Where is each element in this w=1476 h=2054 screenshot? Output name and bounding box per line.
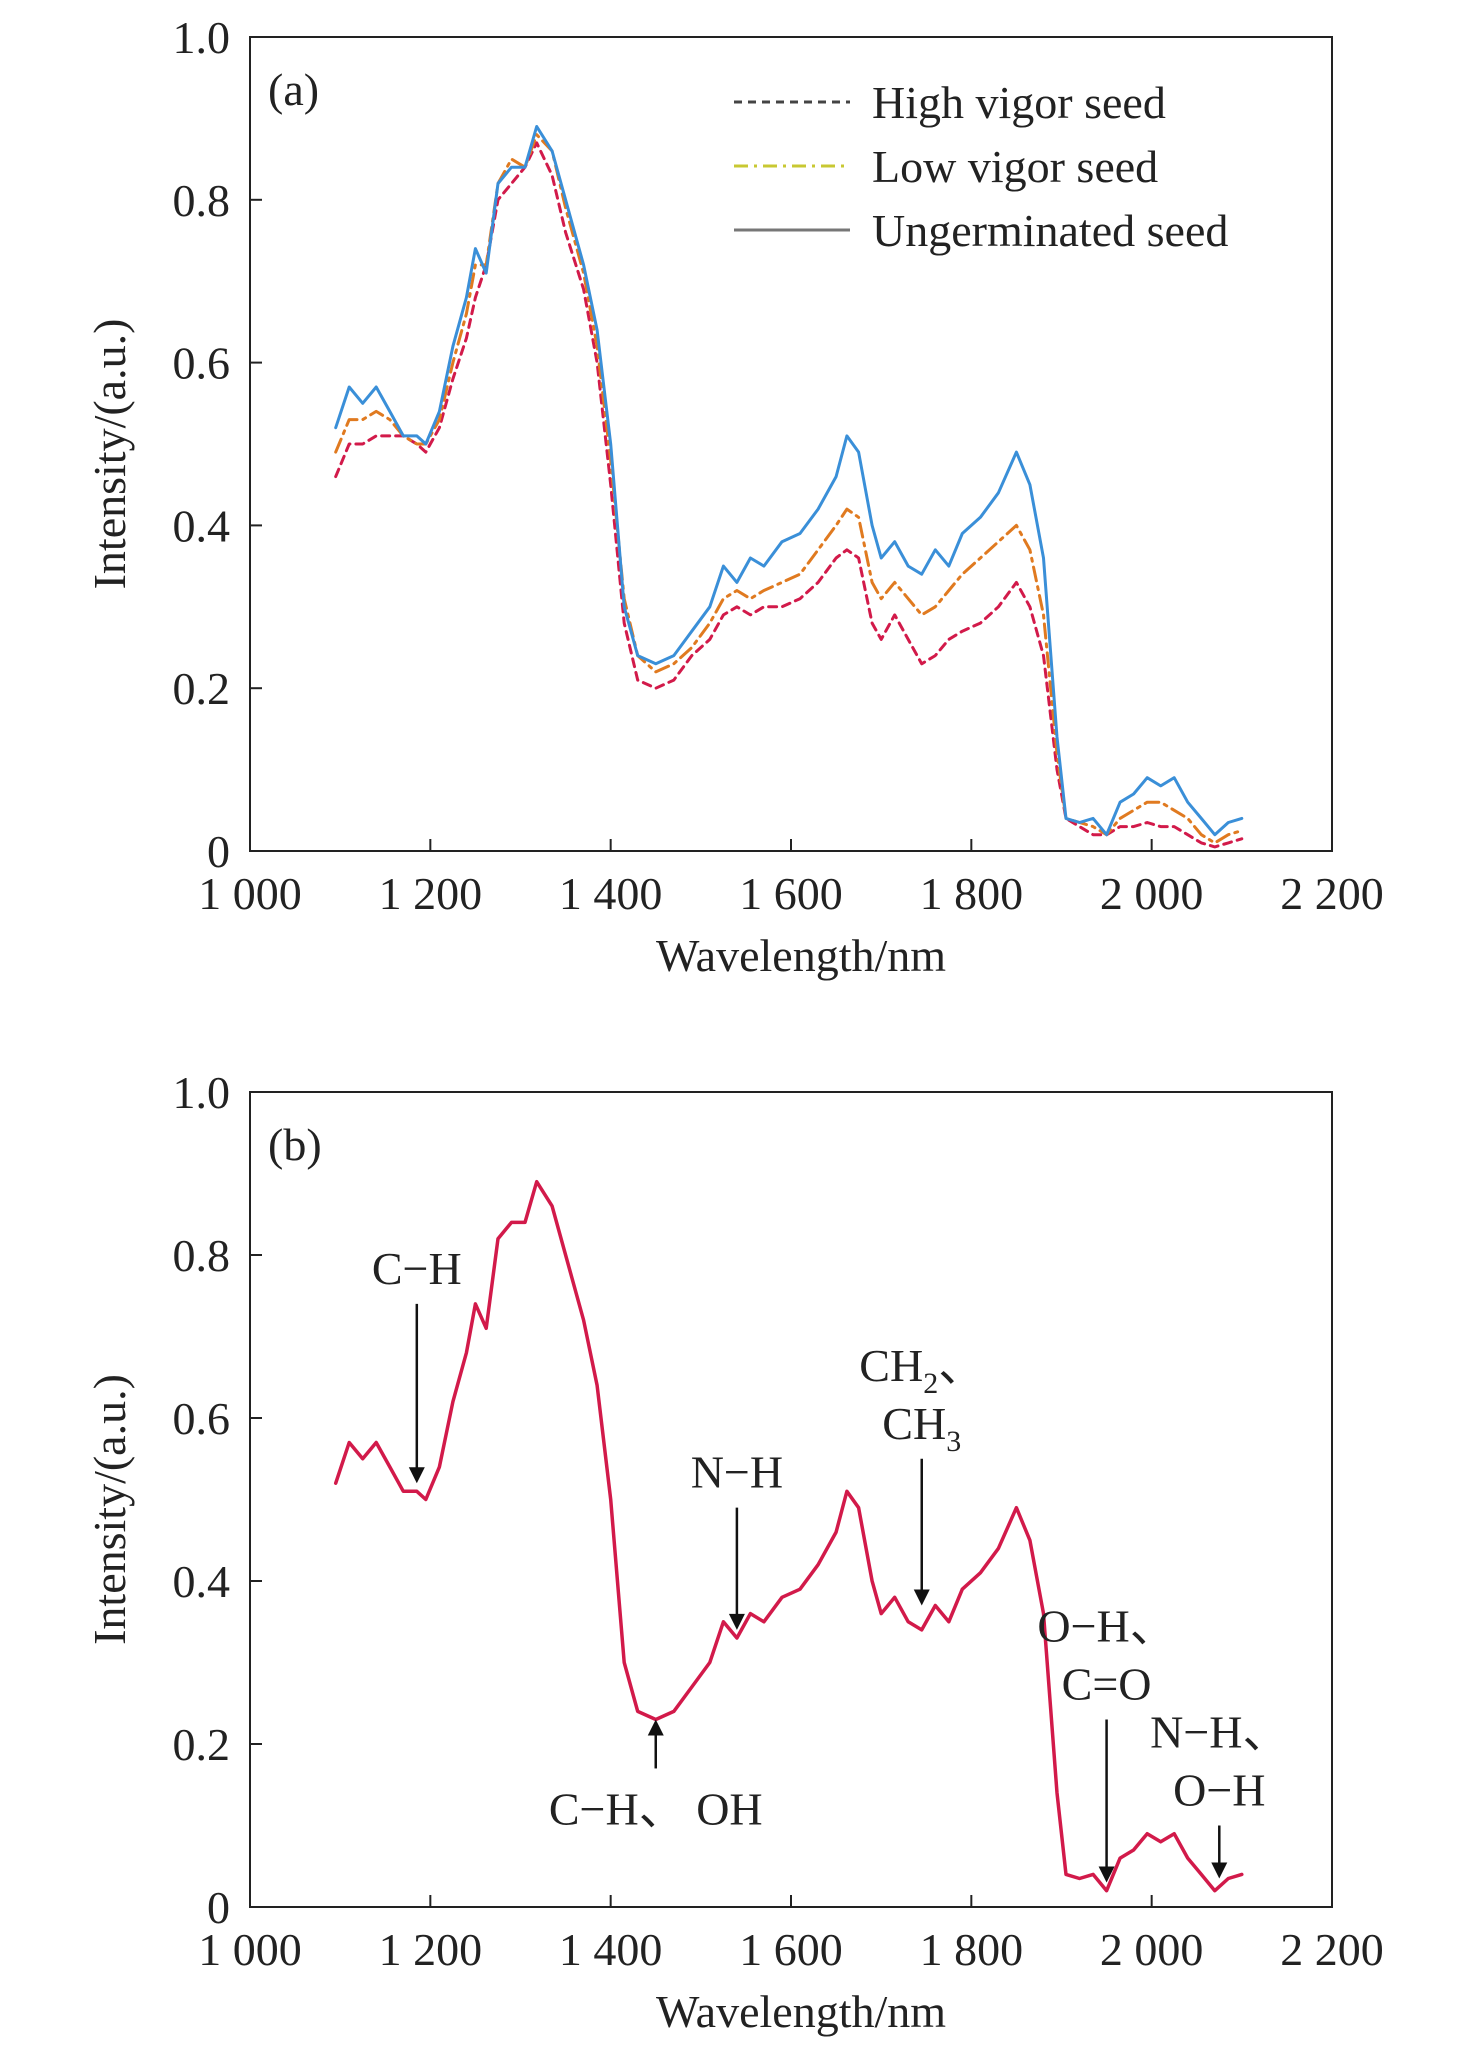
panel-label: (b) <box>268 1119 322 1170</box>
annotation-text: N−H、 <box>1150 1707 1288 1758</box>
y-tick-label: 0 <box>207 826 230 877</box>
x-tick-label: 1 400 <box>559 1924 663 1975</box>
x-tick-label: 2 000 <box>1100 868 1204 919</box>
annotation-arrow-head <box>1098 1866 1115 1883</box>
y-tick-label: 0.6 <box>173 338 231 389</box>
y-tick-label: 0.2 <box>173 1719 231 1770</box>
annotation-subscript: 2 <box>923 1367 938 1400</box>
annotation-label: O−H、 <box>1037 1601 1175 1652</box>
annotation-arrow-head <box>728 1613 745 1630</box>
annotation-text: C−H <box>372 1243 462 1294</box>
y-tick-label: 0.8 <box>173 1230 231 1281</box>
panel-label: (a) <box>268 64 319 115</box>
x-tick-label: 1 400 <box>559 868 663 919</box>
annotation-arrow-head <box>647 1719 664 1736</box>
x-tick-label: 1 800 <box>920 1924 1024 1975</box>
x-tick-label: 2 000 <box>1100 1924 1204 1975</box>
plot-frame <box>249 1091 1333 1908</box>
annotation: C−H、 OH <box>549 1719 763 1834</box>
y-tick-label: 0.4 <box>173 500 231 551</box>
annotation: N−H <box>691 1447 783 1630</box>
y-axis-title: Intensity/(a.u.) <box>84 1374 135 1645</box>
annotation-label: CH2、 <box>859 1340 984 1400</box>
annotation: CH2、CH3 <box>859 1340 984 1606</box>
annotation-label: O−H <box>1173 1765 1265 1816</box>
annotation-suffix: 、 <box>938 1340 984 1391</box>
series-line-1 <box>334 133 1244 845</box>
annotation-label: C−H、 OH <box>549 1783 763 1834</box>
annotation-arrow-head <box>408 1467 425 1484</box>
x-tick-label: 1 000 <box>198 1924 302 1975</box>
y-tick-label: 0 <box>207 1882 230 1933</box>
annotation-label: C−H <box>372 1243 462 1294</box>
x-tick-label: 1 600 <box>739 1924 843 1975</box>
annotation-text: C=O <box>1062 1659 1152 1710</box>
annotation-text: CH <box>859 1340 923 1391</box>
panel-a-chart: 1 000 1 200 1 400 1 600 1 800 2 000 2 200 0 0.2 0… <box>84 12 1384 981</box>
annotation-arrow-head <box>913 1589 930 1606</box>
series-line-0 <box>333 1179 1244 1893</box>
y-tick-label: 0.2 <box>173 663 231 714</box>
x-tick-label: 1 000 <box>198 868 302 919</box>
y-tick-label: 0.6 <box>173 1393 231 1444</box>
y-tick-label: 0.4 <box>173 1556 231 1607</box>
y-tick-label: 0.8 <box>173 175 231 226</box>
annotation: C−H <box>372 1243 462 1484</box>
x-tick-label: 1 200 <box>379 1924 483 1975</box>
annotation: O−H、 C=O <box>1037 1601 1176 1883</box>
annotation-text: O−H、 <box>1037 1601 1175 1652</box>
x-tick-label: 1 800 <box>920 868 1024 919</box>
x-tick-label: 2 200 <box>1280 868 1384 919</box>
annotation-label: C=O <box>1062 1659 1152 1710</box>
y-axis-title: Intensity/(a.u.) <box>84 319 135 590</box>
x-tick-label: 1 200 <box>379 868 483 919</box>
legend-label: Low vigor seed <box>872 141 1158 192</box>
x-axis-title: Wavelength/nm <box>656 1986 946 2037</box>
annotation-label: N−H <box>691 1447 783 1498</box>
panel-b-chart: 1 000 1 200 1 400 1 600 1 800 2 000 2 200 0 0.2 0… <box>84 1067 1384 2037</box>
annotation-text: C−H、 OH <box>549 1783 763 1834</box>
x-axis-title: Wavelength/nm <box>656 930 946 981</box>
y-tick-label: 1.0 <box>173 12 231 63</box>
x-tick-label: 1 600 <box>739 868 843 919</box>
y-tick-label: 1.0 <box>173 1067 231 1118</box>
annotation-text: O−H <box>1173 1765 1265 1816</box>
annotation: N−H、 O−H <box>1150 1707 1288 1879</box>
x-tick-label: 2 200 <box>1280 1924 1384 1975</box>
series-line-0 <box>334 141 1244 849</box>
series-line-2 <box>334 125 1244 837</box>
annotation-subscript: 3 <box>946 1425 961 1458</box>
annotation-label: N−H、 <box>1150 1707 1288 1758</box>
annotation-text: CH <box>882 1398 946 1449</box>
legend-label: High vigor seed <box>872 77 1166 128</box>
annotation-text: N−H <box>691 1447 783 1498</box>
annotation-label: CH3 <box>882 1398 961 1458</box>
annotation-arrow-head <box>1211 1862 1228 1879</box>
plot-frame <box>249 36 1333 852</box>
legend-label: Ungerminated seed <box>872 205 1228 256</box>
